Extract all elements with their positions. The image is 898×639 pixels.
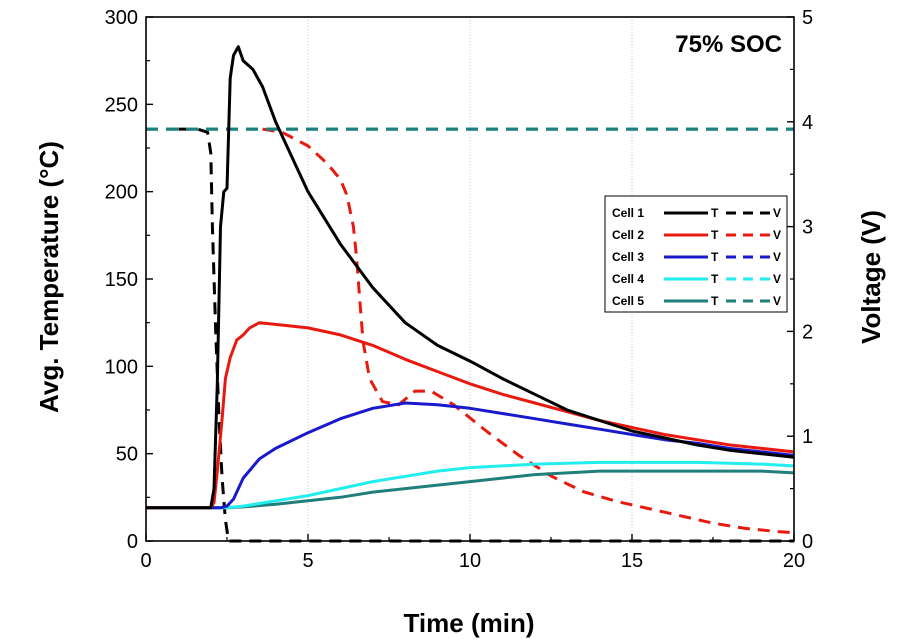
- cell-1-voltage-line: [178, 127, 794, 543]
- y2-tick-label: 4: [802, 112, 813, 134]
- y-axis-ticks: 0 50 100 150 200 250 300: [105, 7, 153, 553]
- legend-temperature-label: T: [711, 250, 719, 264]
- y2-tick-label: 1: [802, 426, 813, 448]
- legend-voltage-label: V: [773, 250, 781, 264]
- y-tick-label: 0: [127, 531, 138, 553]
- y-tick-label: 150: [105, 269, 138, 291]
- y-tick-label: 200: [105, 182, 138, 204]
- cell-1-temperature-line: [146, 45, 795, 510]
- y2-axis-ticks: 0 1 2 3 4 5: [787, 7, 813, 553]
- legend-box: [604, 195, 788, 313]
- y2-tick-label: 0: [802, 531, 813, 553]
- legend-voltage-label: V: [773, 294, 781, 308]
- x-tick-label: 0: [140, 550, 151, 572]
- x-axis-ticks: 0 5 10 15 20: [140, 534, 805, 572]
- y-axis-title: Avg. Temperature (°C): [34, 141, 64, 413]
- legend-row-cell-2: Cell 2 T V: [612, 228, 781, 242]
- legend-row-cell-5: Cell 5 T V: [612, 294, 781, 308]
- soc-annotation: 75% SOC: [675, 31, 782, 58]
- legend-voltage-label: V: [773, 206, 781, 220]
- data-curves: [146, 45, 795, 543]
- legend-row-cell-3: Cell 3 T V: [612, 250, 781, 264]
- legend-temperature-label: T: [711, 272, 719, 286]
- legend-series-name: Cell 5: [612, 294, 644, 308]
- legend-voltage-label: V: [773, 228, 781, 242]
- legend-row-cell-1: Cell 1 T V: [612, 206, 781, 220]
- legend-voltage-label: V: [773, 272, 781, 286]
- legend-series-name: Cell 1: [612, 206, 644, 220]
- legend-series-name: Cell 4: [612, 272, 644, 286]
- legend-row-cell-4: Cell 4 T V: [612, 272, 781, 286]
- y2-tick-label: 2: [802, 321, 813, 343]
- cell-5-temperature-line: [146, 469, 795, 510]
- x-tick-label: 20: [783, 550, 805, 572]
- legend-series-name: Cell 2: [612, 228, 644, 242]
- y-tick-label: 100: [105, 356, 138, 378]
- x-tick-label: 15: [621, 550, 643, 572]
- x-axis-title: Time (min): [404, 608, 535, 638]
- y-tick-label: 300: [105, 7, 138, 29]
- legend: Cell 1 T V Cell 2 T V Cell 3 T V Cell 4 T V Cell 5 T V: [604, 195, 788, 313]
- y2-tick-label: 5: [802, 7, 813, 29]
- x-tick-label: 5: [302, 550, 313, 572]
- cell-2-temperature-line: [146, 321, 795, 510]
- x-tick-label: 10: [459, 550, 481, 572]
- legend-temperature-label: T: [711, 294, 719, 308]
- legend-series-name: Cell 3: [612, 250, 644, 264]
- y2-axis-title: Voltage (V): [856, 210, 886, 344]
- y-tick-label: 250: [105, 94, 138, 116]
- cell-4-temperature-line: [146, 460, 795, 510]
- y2-tick-label: 3: [802, 217, 813, 239]
- legend-temperature-label: T: [711, 206, 719, 220]
- y-tick-label: 50: [116, 444, 138, 466]
- legend-temperature-label: T: [711, 228, 719, 242]
- cell-2-voltage-line: [262, 127, 795, 535]
